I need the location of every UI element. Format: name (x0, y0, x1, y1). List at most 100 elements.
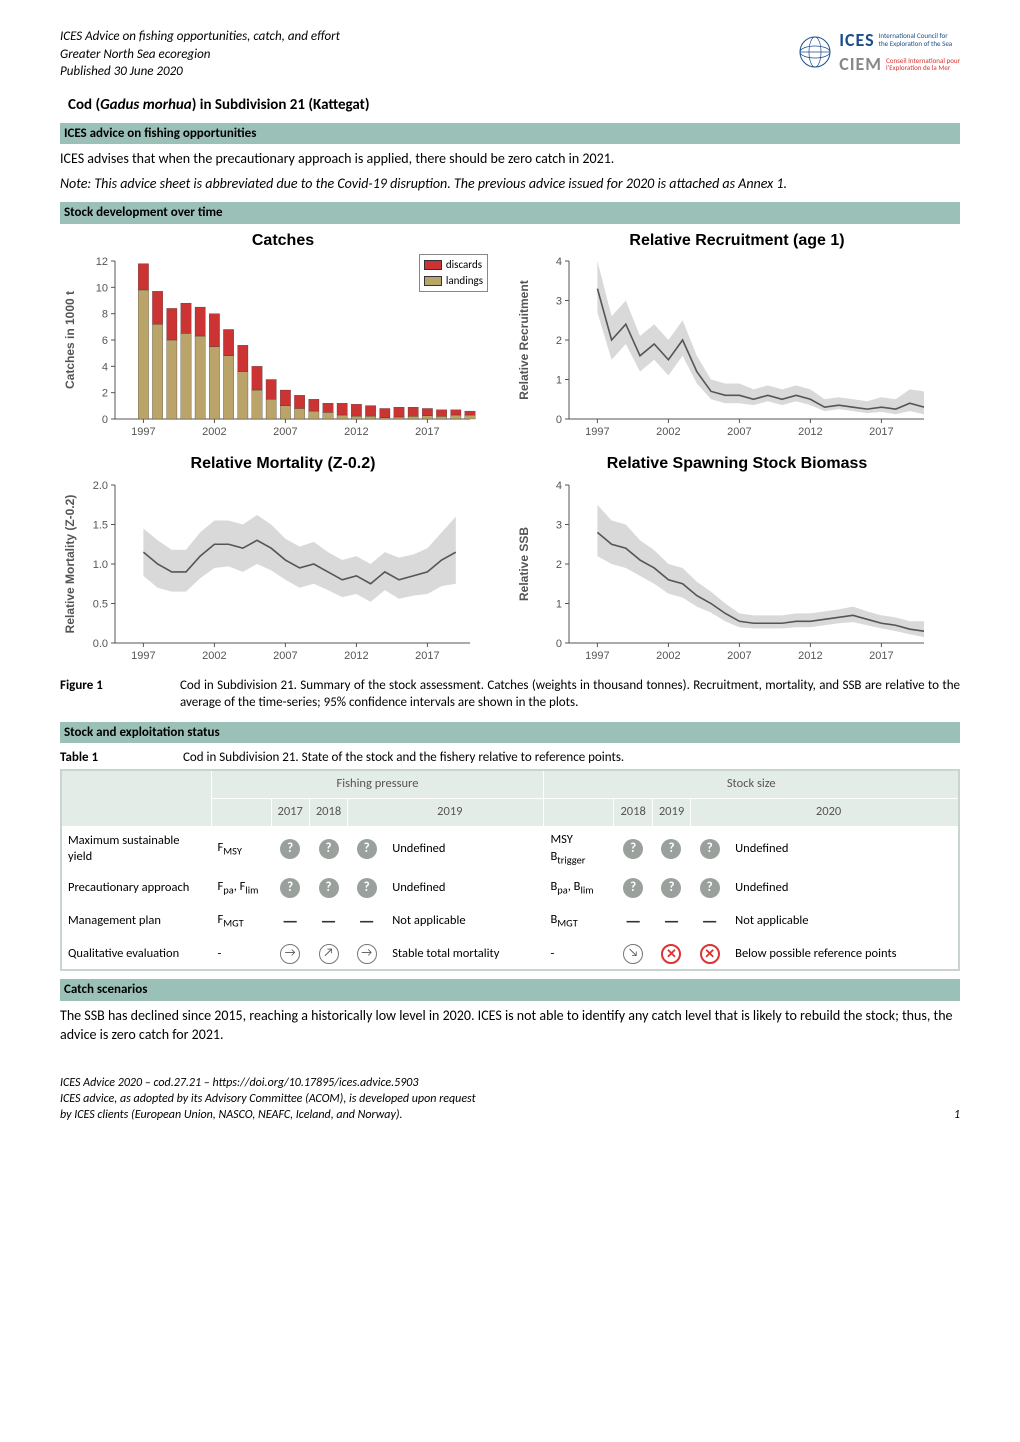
svg-text:4: 4 (556, 256, 562, 268)
section-status-heading: Stock and exploitation status (60, 722, 960, 744)
dash-icon: — (702, 910, 718, 932)
status-icon-cell: ? (348, 826, 386, 872)
chart-catches-title: Catches (60, 230, 506, 252)
status-icon-cell: ? (309, 873, 347, 904)
status-icon-cell: ✕ (691, 939, 729, 971)
arrow-right-icon: → (357, 944, 377, 964)
status-icon-cell: ? (309, 826, 347, 872)
svg-text:2002: 2002 (202, 426, 226, 438)
status-icon-cell: — (614, 904, 652, 939)
status-icon-cell: ✕ (652, 939, 690, 971)
row-name: Qualitative evaluation (61, 939, 211, 971)
x-icon: ✕ (661, 944, 681, 964)
th-year: 2020 (691, 798, 959, 826)
row-name: Maximum sustainable yield (61, 826, 211, 872)
status-icon-cell: — (271, 904, 309, 939)
header-line-1: ICES Advice on fishing opportunities, ca… (60, 28, 340, 46)
x-icon: ✕ (700, 944, 720, 964)
th-year: 2019 (652, 798, 690, 826)
question-icon: ? (357, 839, 377, 859)
table-group-left: Fishing pressure (211, 770, 544, 798)
svg-text:0: 0 (556, 638, 562, 650)
status-icon-cell: — (348, 904, 386, 939)
svg-text:2: 2 (556, 335, 562, 347)
status-icon-cell: ? (271, 826, 309, 872)
th-year: 2019 (348, 798, 544, 826)
status-icon-cell: — (691, 904, 729, 939)
figure1-label: Figure 1 (60, 677, 180, 712)
figure1-caption: Figure 1 Cod in Subdivision 21. Summary … (60, 677, 960, 712)
svg-text:2012: 2012 (798, 426, 822, 438)
footer-line-1: ICES Advice 2020 – cod.27.21 – https://d… (60, 1075, 476, 1091)
question-icon: ? (700, 839, 720, 859)
footer-line-2: ICES advice, as adopted by its Advisory … (60, 1091, 476, 1107)
section-stockdev-heading: Stock development over time (60, 202, 960, 224)
chart-recruit-title: Relative Recruitment (age 1) (514, 230, 960, 252)
b-symbol: MSY Btrigger (544, 826, 614, 872)
svg-text:2002: 2002 (656, 426, 680, 438)
chart-recruit-svg: 0123419972002200720122017Relative Recrui… (514, 253, 934, 443)
svg-text:0.0: 0.0 (93, 638, 108, 650)
svg-text:2007: 2007 (273, 650, 297, 662)
chart-mortality-svg: 0.00.51.01.52.019972002200720122017Relat… (60, 477, 480, 667)
th-year: 2017 (271, 798, 309, 826)
svg-text:2007: 2007 (727, 650, 751, 662)
question-icon: ? (319, 878, 339, 898)
svg-text:2017: 2017 (869, 426, 893, 438)
b-symbol: - (544, 939, 614, 971)
status-icon-cell: ↘ (614, 939, 652, 971)
svg-text:2: 2 (556, 559, 562, 571)
svg-text:0.5: 0.5 (93, 598, 108, 610)
status-icon-cell: ? (271, 873, 309, 904)
chart-catches-legend: discards landings (419, 254, 488, 293)
table1-caption: Table 1 Cod in Subdivision 21. State of … (60, 749, 960, 767)
svg-text:1997: 1997 (131, 650, 155, 662)
table-group-right: Stock size (544, 770, 959, 798)
svg-text:2017: 2017 (415, 650, 439, 662)
chart-catches-svg: 02468101219972002200720122017Catches in … (60, 253, 480, 443)
table-row: Qualitative evaluation-→↗→Stable total m… (61, 939, 959, 971)
svg-text:2017: 2017 (415, 426, 439, 438)
status-desc: Undefined (729, 873, 959, 904)
status-desc: Below possible reference points (729, 939, 959, 971)
svg-text:Catches in 1000 t: Catches in 1000 t (63, 291, 77, 389)
chart-mortality-title: Relative Mortality (Z-0.2) (60, 453, 506, 475)
svg-text:1997: 1997 (585, 426, 609, 438)
svg-text:1.5: 1.5 (93, 519, 108, 531)
logo-ices-sub: International Council for the Exploratio… (879, 32, 953, 47)
status-icon-cell: ? (691, 826, 729, 872)
ices-globe-icon (797, 34, 833, 70)
b-symbol: BMGT (544, 904, 614, 939)
header-line-2: Greater North Sea ecoregion (60, 46, 340, 64)
f-symbol: - (211, 939, 271, 971)
svg-text:1.0: 1.0 (93, 559, 108, 571)
note-paragraph: Note: This advice sheet is abbreviated d… (60, 175, 960, 194)
chart-ssb-title: Relative Spawning Stock Biomass (514, 453, 960, 475)
svg-text:4: 4 (102, 362, 108, 374)
status-icon-cell: ? (652, 826, 690, 872)
status-icon-cell: ? (614, 873, 652, 904)
logo-ciem-sub: Conseil International pour l'Exploration… (886, 57, 960, 72)
svg-text:2002: 2002 (202, 650, 226, 662)
status-icon-cell: → (348, 939, 386, 971)
status-icon-cell: ? (652, 873, 690, 904)
table-row: Maximum sustainable yieldFMSY???Undefine… (61, 826, 959, 872)
status-icon-cell: — (652, 904, 690, 939)
question-icon: ? (623, 839, 643, 859)
svg-text:0: 0 (102, 414, 108, 426)
svg-text:2.0: 2.0 (93, 480, 108, 492)
svg-text:0: 0 (556, 414, 562, 426)
svg-text:6: 6 (102, 335, 108, 347)
question-icon: ? (280, 878, 300, 898)
status-icon-cell: ? (348, 873, 386, 904)
logo-ices-text: ICES (839, 28, 874, 52)
svg-text:2007: 2007 (273, 426, 297, 438)
b-symbol: Bpa, Blim (544, 873, 614, 904)
status-desc: Undefined (386, 873, 544, 904)
chart-recruitment: Relative Recruitment (age 1) 01234199720… (514, 230, 960, 449)
svg-text:3: 3 (556, 296, 562, 308)
status-desc: Stable total mortality (386, 939, 544, 971)
question-icon: ? (661, 839, 681, 859)
svg-text:4: 4 (556, 480, 562, 492)
question-icon: ? (280, 839, 300, 859)
